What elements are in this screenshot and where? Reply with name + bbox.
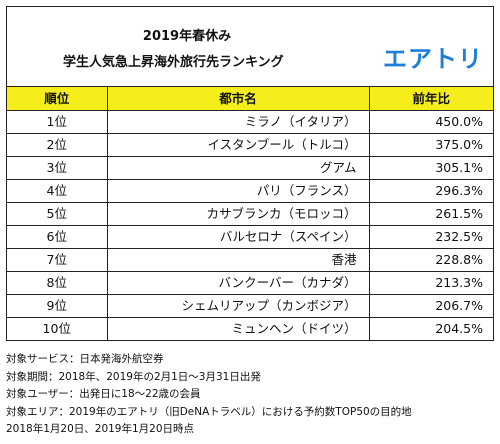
city-cell: バンクーバー（カナダ） — [106, 271, 370, 295]
ratio-cell: 450.0% — [368, 110, 493, 134]
title-season: 2019年春休み — [142, 29, 232, 44]
city-cell: カサブランカ（モロッコ） — [106, 202, 370, 226]
city-cell: バルセロナ（スペイン） — [106, 225, 370, 249]
column-header-rank: 順位 — [7, 87, 108, 111]
survey-notes: 対象サービス：日本発海外航空券対象期間：2018年、2019年の2月1日～3月3… — [6, 351, 492, 439]
city-cell: イスタンブール（トルコ） — [106, 133, 370, 157]
table-row: 5位 カサブランカ（モロッコ） 261.5% — [7, 202, 493, 226]
city-cell: ミラノ（イタリア） — [106, 110, 370, 134]
rank-cell: 9位 — [7, 294, 108, 318]
table-row: 7位 香港 228.8% — [7, 248, 493, 272]
table-row: 10位 ミュンヘン（ドイツ） 204.5% — [7, 317, 493, 340]
rank-cell: 3位 — [7, 156, 108, 180]
city-cell: ミュンヘン（ドイツ） — [106, 317, 370, 340]
ranking-frame: 2019年春休み 学生人気急上昇海外旅行先ランキング エアトリ 順位 都市名 前… — [6, 6, 494, 341]
note-line: 対象ユーザー：出発日に18～22歳の会員 — [6, 388, 201, 401]
airtrip-logo: エアトリ — [383, 45, 483, 73]
table-row: 3位 グアム 305.1% — [7, 156, 493, 180]
ratio-cell: 296.3% — [368, 179, 493, 203]
city-cell: パリ（フランス） — [106, 179, 370, 203]
table-row: 6位 バルセロナ（スペイン） 232.5% — [7, 225, 493, 249]
table-header-row: 順位 都市名 前年比 — [7, 87, 493, 111]
column-header-ratio: 前年比 — [368, 87, 493, 111]
ratio-cell: 305.1% — [368, 156, 493, 180]
ranking-header: 2019年春休み 学生人気急上昇海外旅行先ランキング エアトリ — [7, 7, 493, 87]
rank-cell: 1位 — [7, 110, 108, 134]
ratio-cell: 232.5% — [368, 225, 493, 249]
ranking-table: 順位 都市名 前年比 1位 ミラノ（イタリア） 450.0% 2位 イスタンブール（トル… — [7, 87, 493, 340]
rank-cell: 7位 — [7, 248, 108, 272]
rank-cell: 8位 — [7, 271, 108, 295]
table-row: 9位 シェムリアップ（カンボジア） 206.7% — [7, 294, 493, 318]
ratio-cell: 213.3% — [368, 271, 493, 295]
ranking-table-body: 1位 ミラノ（イタリア） 450.0% 2位 イスタンブール（トルコ） 375.0% 3位グ… — [7, 110, 493, 340]
rank-cell: 2位 — [7, 133, 108, 157]
note-line: 対象サービス：日本発海外航空券 — [6, 353, 164, 365]
note-line: 対象エリア：2019年のエアトリ（旧DeNAトラベル）における予約数TOP50の… — [6, 405, 412, 418]
title-ranking: 学生人気急上昇海外旅行先ランキング — [63, 55, 284, 70]
table-row: 4位 パリ（フランス） 296.3% — [7, 179, 493, 203]
city-cell: 香港 — [106, 248, 370, 272]
rank-cell: 4位 — [7, 179, 108, 203]
ratio-cell: 228.8% — [368, 248, 493, 272]
ratio-cell: 261.5% — [368, 202, 493, 226]
ratio-cell: 375.0% — [368, 133, 493, 157]
ratio-cell: 206.7% — [368, 294, 493, 318]
table-row: 2位 イスタンブール（トルコ） 375.0% — [7, 133, 493, 157]
table-row: 8位 バンクーバー（カナダ） 213.3% — [7, 271, 493, 295]
city-cell: シェムリアップ（カンボジア） — [106, 294, 370, 318]
note-line: 対象期間：2018年、2019年の2月1日～3月31日出発 — [6, 370, 261, 383]
note-line: 2018年1月20日、2019年1月20日時点 — [6, 423, 195, 436]
table-row: 1位 ミラノ（イタリア） 450.0% — [7, 110, 493, 134]
column-header-city: 都市名 — [106, 87, 370, 111]
rank-cell: 10位 — [7, 317, 108, 340]
ratio-cell: 204.5% — [368, 317, 493, 340]
rank-cell: 5位 — [7, 202, 108, 226]
rank-cell: 6位 — [7, 225, 108, 249]
city-cell: グアム — [106, 156, 370, 180]
